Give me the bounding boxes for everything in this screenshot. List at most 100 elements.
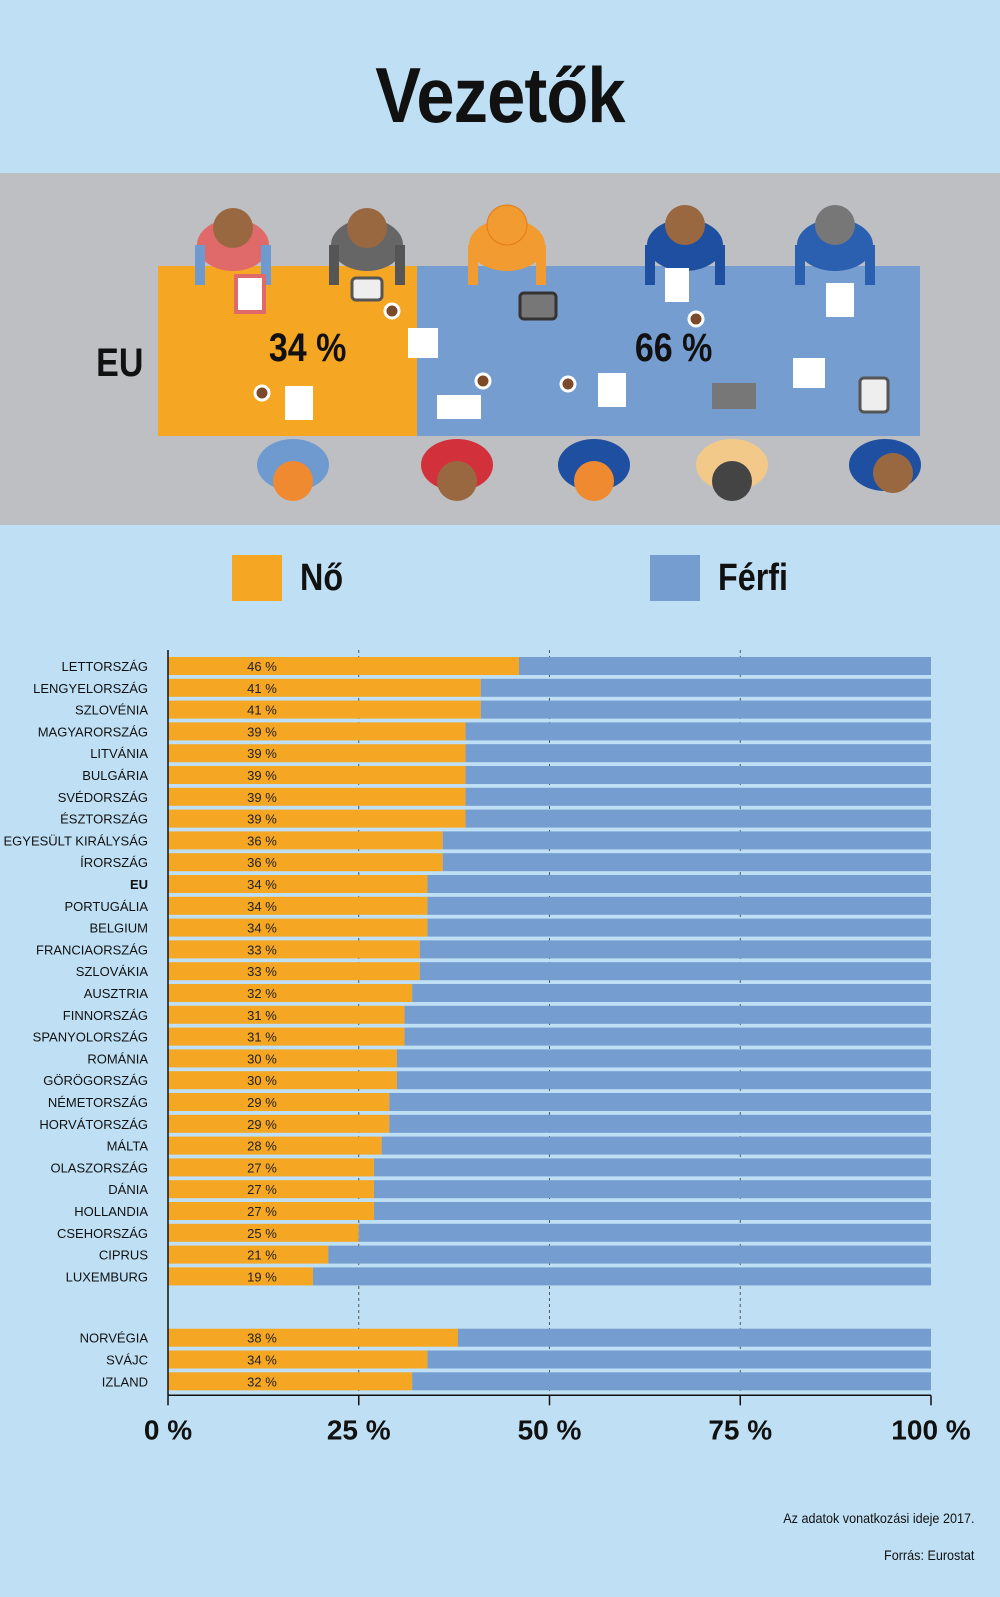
value-label: 39 % xyxy=(247,724,277,739)
document-icon xyxy=(793,358,825,388)
category-label: LITVÁNIA xyxy=(90,746,148,761)
document-icon xyxy=(665,268,689,302)
bar-male xyxy=(427,896,931,915)
eu-meeting-illustration: EU 34 % 66 % xyxy=(0,173,1000,525)
value-label: 29 % xyxy=(247,1095,277,1110)
bar-female xyxy=(168,657,519,675)
value-label: 39 % xyxy=(247,746,277,761)
bar-female xyxy=(168,1071,397,1090)
coffee-cup-icon xyxy=(253,384,271,402)
category-label: EU xyxy=(130,877,148,892)
value-label: 39 % xyxy=(247,790,277,805)
legend: Nő Férfi xyxy=(0,555,1000,605)
bar-female xyxy=(168,1202,375,1220)
meeting-table-svg xyxy=(158,204,921,501)
category-label: LUXEMBURG xyxy=(66,1269,148,1284)
category-label: LENGYELORSZÁG xyxy=(33,681,148,696)
document-icon xyxy=(408,328,438,358)
category-label: FINNORSZÁG xyxy=(63,1008,148,1023)
person-icon xyxy=(696,439,768,501)
x-tick-label: 100 % xyxy=(891,1414,970,1440)
person-icon xyxy=(329,208,405,285)
category-label: GÖRÖGORSZÁG xyxy=(43,1073,148,1088)
bar-female xyxy=(168,1223,359,1242)
bar-male xyxy=(404,1005,931,1024)
bar-male xyxy=(427,875,931,893)
laptop-icon xyxy=(437,395,481,419)
laptop-icon xyxy=(712,383,756,409)
person-icon xyxy=(257,439,329,501)
category-label: HOLLANDIA xyxy=(74,1204,148,1219)
bar-male xyxy=(374,1202,931,1220)
value-label: 38 % xyxy=(247,1331,277,1346)
x-tick-label: 75 % xyxy=(708,1414,772,1440)
bar-female xyxy=(168,1027,405,1046)
bar-female xyxy=(168,1245,329,1264)
value-label: 31 % xyxy=(247,1008,277,1023)
coffee-cup-icon xyxy=(474,372,492,390)
category-label: BULGÁRIA xyxy=(82,768,148,783)
value-label: 27 % xyxy=(247,1204,277,1219)
bar-male xyxy=(465,722,931,741)
eu-male-pct: 66 % xyxy=(634,326,713,370)
category-label: NORVÉGIA xyxy=(80,1331,149,1346)
bar-male xyxy=(457,1328,931,1347)
coffee-cup-icon xyxy=(383,302,401,320)
value-label: 28 % xyxy=(247,1139,277,1154)
bar-female xyxy=(168,1093,390,1111)
bar-female xyxy=(168,1049,397,1068)
value-label: 30 % xyxy=(247,1073,277,1088)
x-tick-label: 50 % xyxy=(518,1414,582,1440)
bar-female xyxy=(168,700,481,719)
value-label: 21 % xyxy=(247,1248,277,1263)
page-title: Vezetők xyxy=(375,51,625,139)
legend-label-male: Férfi xyxy=(718,557,789,599)
value-label: 39 % xyxy=(247,812,277,827)
bar-male xyxy=(374,1180,931,1199)
bar-female xyxy=(168,896,428,915)
value-label: 33 % xyxy=(247,964,277,979)
category-label: HORVÁTORSZÁG xyxy=(39,1117,148,1132)
bar-female xyxy=(168,1158,375,1177)
value-label: 27 % xyxy=(247,1182,277,1197)
tablet-icon xyxy=(518,291,558,321)
category-label: IZLAND xyxy=(102,1374,148,1389)
coffee-cup-icon xyxy=(687,310,705,328)
x-tick-label: 25 % xyxy=(327,1414,391,1440)
document-icon xyxy=(285,386,313,420)
category-label: AUSZTRIA xyxy=(84,986,149,1001)
person-icon xyxy=(468,204,546,285)
category-label: OLASZORSZÁG xyxy=(50,1160,148,1175)
bar-female xyxy=(168,722,466,741)
value-label: 32 % xyxy=(247,986,277,1001)
category-label: LETTORSZÁG xyxy=(62,659,148,674)
value-label: 34 % xyxy=(247,921,277,936)
bar-female xyxy=(168,1372,413,1391)
category-label: SZLOVÁKIA xyxy=(76,964,149,979)
bar-male xyxy=(358,1223,931,1242)
bar-female xyxy=(168,1136,382,1155)
bar-male xyxy=(480,700,931,719)
bar-male xyxy=(374,1158,931,1177)
value-label: 46 % xyxy=(247,659,277,674)
category-label: CSEHORSZÁG xyxy=(57,1226,148,1241)
value-label: 33 % xyxy=(247,942,277,957)
bar-female xyxy=(168,744,466,763)
bar-male xyxy=(419,940,931,959)
bar-male xyxy=(427,1350,931,1369)
bar-female xyxy=(168,853,443,872)
value-label: 34 % xyxy=(247,877,277,892)
person-icon xyxy=(795,205,875,285)
bar-female xyxy=(168,918,428,937)
eu-female-pct: 34 % xyxy=(268,326,347,370)
document-icon xyxy=(826,283,854,317)
category-label: MAGYARORSZÁG xyxy=(38,724,148,739)
category-label: NÉMETORSZÁG xyxy=(48,1095,148,1110)
bar-male xyxy=(518,657,931,675)
value-label: 30 % xyxy=(247,1051,277,1066)
bar-male xyxy=(465,744,931,763)
person-icon xyxy=(558,439,630,501)
category-label: ÉSZTORSZÁG xyxy=(60,812,148,827)
category-label: MÁLTA xyxy=(107,1139,149,1154)
bar-male xyxy=(427,918,931,937)
